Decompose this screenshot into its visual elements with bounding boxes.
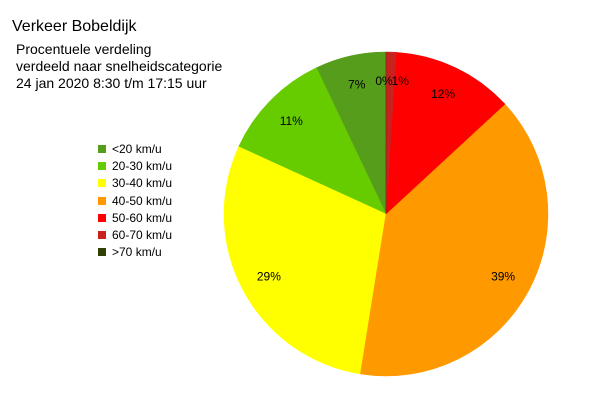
legend-label: 30-40 km/u <box>112 176 173 191</box>
legend-item-30-40: 30-40 km/u <box>98 175 172 192</box>
legend-swatch <box>98 231 106 240</box>
legend-label: 20-30 km/u <box>112 158 173 173</box>
slice-label-20-30: 11% <box>280 114 303 128</box>
chart-subtitle-line-1: Procentuele verdeling <box>16 41 152 57</box>
slice-label-under-20: 7% <box>348 77 366 91</box>
pie-slice-30-40 <box>223 146 387 375</box>
legend-swatch <box>98 213 106 222</box>
slice-label-40-50: 39% <box>491 270 515 284</box>
legend-swatch <box>98 161 106 170</box>
chart-subtitle-line-2: verdeeld naar snelheidscategorie <box>16 58 223 74</box>
legend-label: <20 km/u <box>112 141 162 156</box>
legend-item-40-50: 40-50 km/u <box>98 192 172 209</box>
legend-label: >70 km/u <box>112 245 162 260</box>
chart-subtitle-line-3: 24 jan 2020 8:30 t/m 17:15 uur <box>16 75 207 91</box>
legend-label: 50-60 km/u <box>112 210 173 225</box>
legend-swatch <box>98 196 106 205</box>
slice-label-60-70: 1% <box>392 74 410 88</box>
legend-label: 60-70 km/u <box>112 228 173 243</box>
legend-item-50-60: 50-60 km/u <box>98 209 172 226</box>
legend-label: 40-50 km/u <box>112 193 173 208</box>
legend-swatch <box>98 248 106 257</box>
slice-label-over-70: 0% <box>375 74 393 88</box>
slice-label-30-40: 29% <box>257 270 281 284</box>
pie-slice-20-30 <box>238 67 387 215</box>
chart-title: Verkeer Bobeldijk <box>12 18 137 35</box>
legend: <20 km/u 20-30 km/u 30-40 km/u 40-50 km/u 50… <box>98 140 172 261</box>
pie-slice-50-60 <box>385 52 506 215</box>
legend-swatch <box>98 179 106 188</box>
slice-label-50-60: 12% <box>431 87 455 101</box>
legend-item-under-20: <20 km/u <box>98 140 172 157</box>
legend-item-20-30: 20-30 km/u <box>98 157 172 174</box>
legend-item-60-70: 60-70 km/u <box>98 226 172 243</box>
pie-slice-40-50 <box>360 103 549 377</box>
legend-item-over-70: >70 km/u <box>98 244 172 261</box>
legend-swatch <box>98 144 106 153</box>
